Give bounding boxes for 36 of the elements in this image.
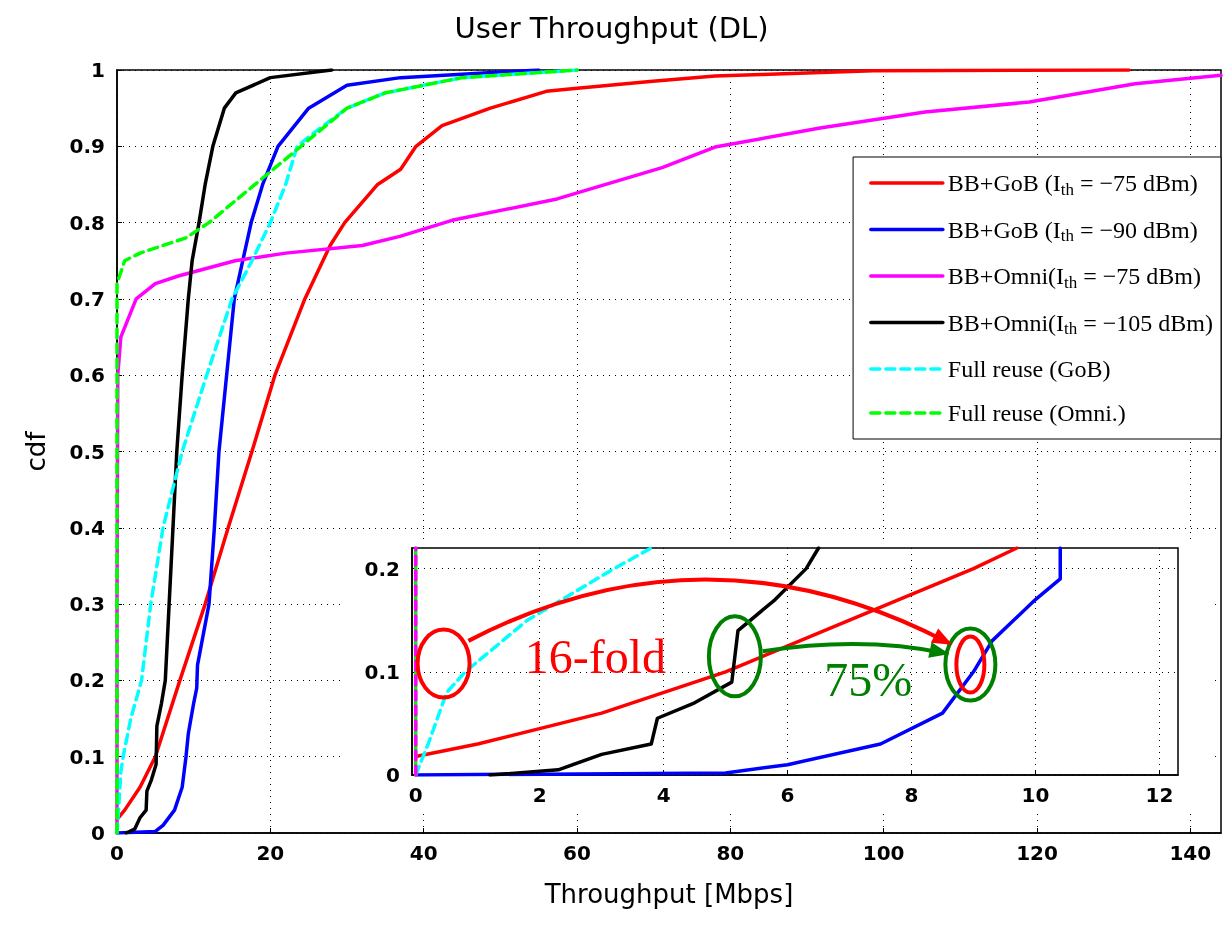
y-tick-label: 0.7 bbox=[69, 286, 105, 311]
x-tick-label: 140 bbox=[1169, 841, 1212, 865]
x-tick-label: 100 bbox=[862, 841, 905, 865]
y-tick-label: 0.5 bbox=[69, 439, 105, 464]
y-tick-label: 0.4 bbox=[69, 515, 105, 540]
x-axis-title: Throughput [Mbps] bbox=[543, 879, 794, 909]
legend-label: Full reuse (GoB) bbox=[947, 356, 1111, 382]
y-tick-label: 0 bbox=[91, 821, 105, 845]
x-tick-label: 80 bbox=[716, 841, 745, 865]
x-tick-label: 8 bbox=[904, 783, 919, 807]
x-tick-label: 40 bbox=[409, 841, 438, 865]
y-tick-label: 0.8 bbox=[69, 210, 105, 235]
x-tick-label: 0 bbox=[110, 841, 124, 865]
x-tick-label: 20 bbox=[256, 841, 285, 865]
x-tick-label: 6 bbox=[780, 783, 795, 807]
x-tick-label: 60 bbox=[563, 841, 591, 865]
x-tick-label: 10 bbox=[1021, 783, 1050, 807]
x-tick-label: 120 bbox=[1016, 841, 1058, 865]
annotation: 75% bbox=[824, 652, 913, 706]
chart-title: User Throughput (DL) bbox=[454, 10, 769, 45]
y-tick-label: 1 bbox=[91, 58, 105, 82]
y-tick-label: 0.6 bbox=[69, 363, 105, 388]
y-tick-label: 0.3 bbox=[69, 592, 105, 617]
y-tick-label: 0.2 bbox=[364, 556, 400, 581]
y-tick-label: 0.2 bbox=[69, 668, 105, 693]
x-tick-label: 12 bbox=[1145, 783, 1174, 807]
y-axis-title: cdf bbox=[21, 430, 51, 472]
x-tick-label: 4 bbox=[656, 783, 671, 807]
y-tick-label: 0.9 bbox=[69, 134, 105, 159]
x-tick-label: 2 bbox=[532, 783, 547, 807]
y-tick-label: 0.1 bbox=[364, 659, 400, 684]
legend-label: Full reuse (Omni.) bbox=[947, 400, 1126, 426]
annotation: 16-fold bbox=[524, 629, 667, 683]
y-tick-label: 0 bbox=[386, 763, 400, 787]
y-tick-label: 0.1 bbox=[69, 744, 105, 769]
x-tick-label: 0 bbox=[408, 783, 423, 807]
